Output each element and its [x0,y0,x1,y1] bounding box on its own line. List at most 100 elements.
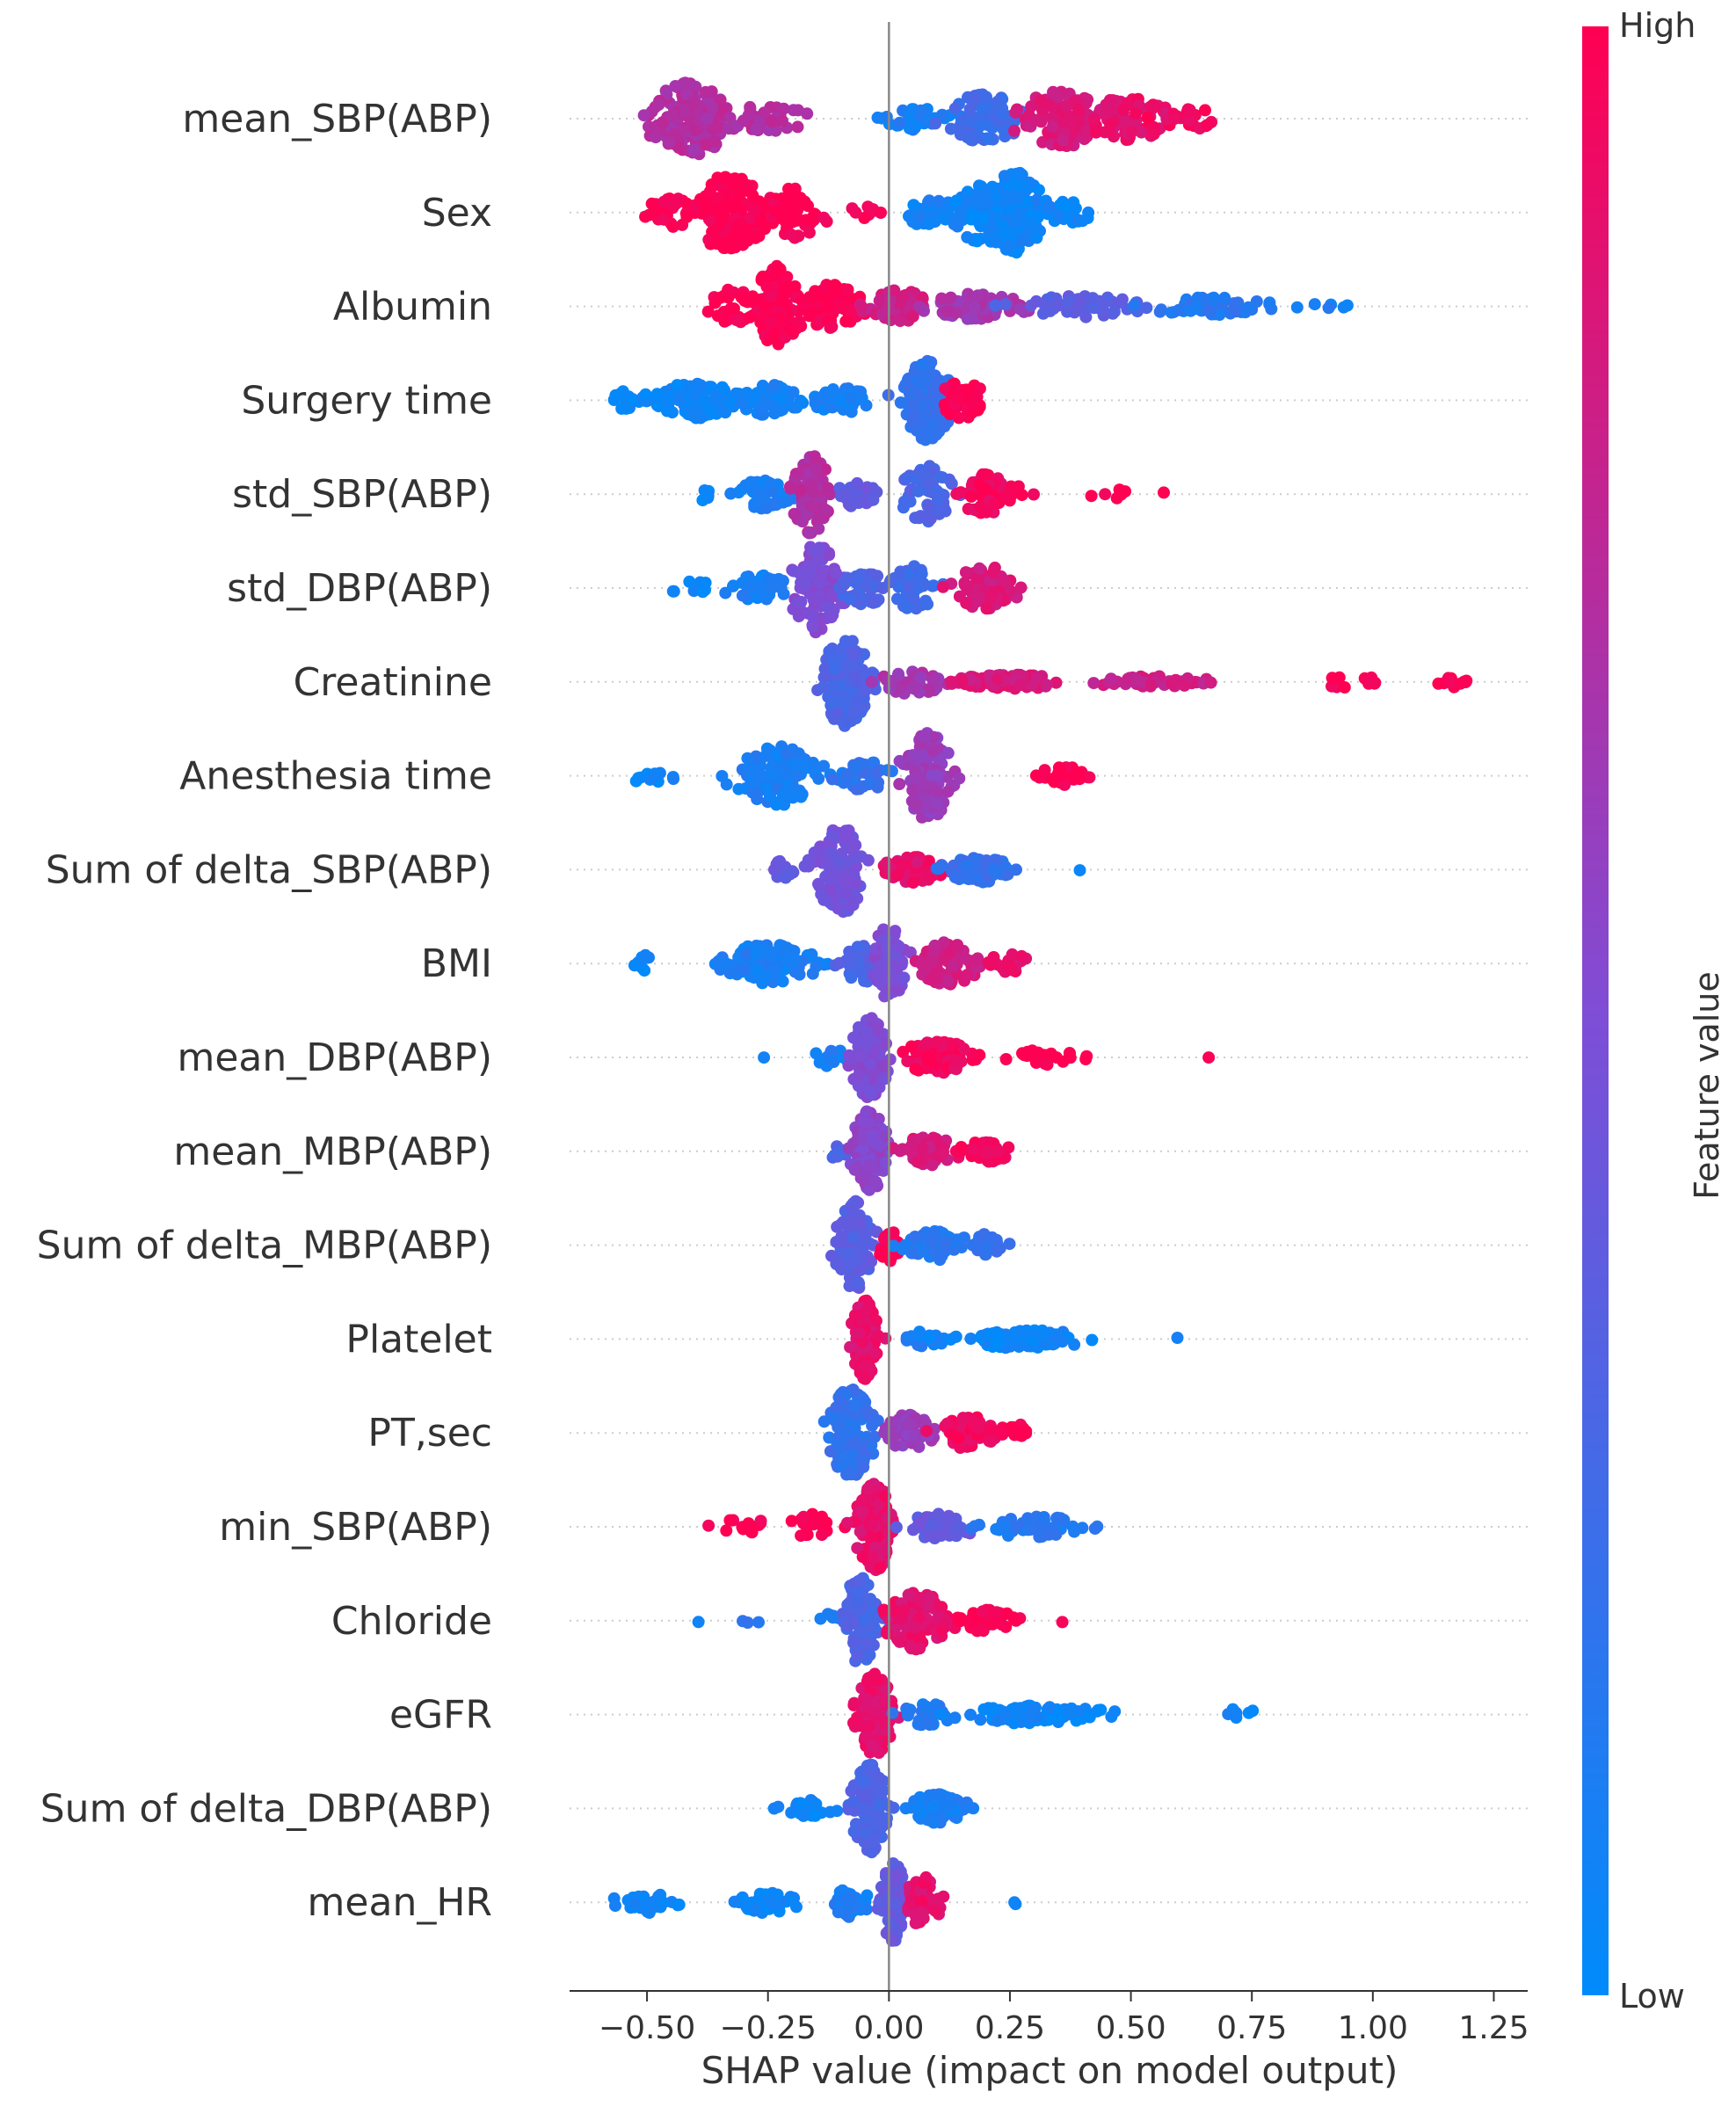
shap-point [795,791,807,803]
shap-point [923,194,935,207]
shap-point [1082,207,1094,219]
shap-point [941,786,954,798]
shap-point [949,871,962,883]
shap-point [907,876,919,889]
shap-point [905,1041,918,1053]
shap-point [882,764,894,776]
shap-point [1006,964,1018,977]
shap-point [1002,868,1014,881]
shap-point [918,374,930,386]
shap-point [891,869,904,882]
shap-point [941,305,953,317]
shap-point [908,683,920,695]
shap-point [821,600,833,613]
shap-point [934,471,947,483]
shap-point [962,584,974,596]
shap-point [1086,490,1098,502]
shap-point [719,406,731,418]
shap-point [708,135,721,148]
shap-point [945,1038,957,1050]
shap-point [765,399,777,411]
shap-point [651,388,664,400]
shap-point [894,315,906,327]
shap-point [860,1107,872,1119]
beeswarm-row-albumin [702,260,1354,351]
shap-point [751,963,763,976]
shap-point [866,676,878,688]
shap-point [683,576,695,588]
shap-point [847,704,860,716]
shap-point [950,488,962,500]
shap-point [741,752,753,765]
shap-point [748,205,760,217]
shap-point [894,117,906,129]
shap-point [969,955,981,968]
shap-point [919,730,931,743]
shap-point [914,1155,926,1167]
shap-point [1199,104,1211,116]
shap-point [932,786,944,798]
shap-point [773,766,785,778]
shap-point [980,602,992,614]
shap-point [776,403,788,416]
shap-point [751,949,763,962]
shap-point [793,610,805,622]
shap-point [1025,300,1037,312]
shap-point [1010,106,1022,119]
shap-point [661,405,673,418]
shap-point [1117,104,1129,116]
shap-point [711,192,723,204]
shap-point [1229,305,1241,317]
shap-point [649,767,661,780]
shap-point [948,218,961,230]
shap-point [1144,679,1157,691]
shap-point [1047,120,1059,133]
shap-point [817,212,830,224]
shap-point [916,359,928,371]
shap-point [800,578,812,591]
shap-point [853,1276,865,1289]
shap-point [1263,296,1275,309]
shap-point [849,1309,861,1321]
shap-point [909,1231,921,1243]
shap-point [827,681,839,694]
shap-point [766,582,778,594]
shap-point [672,394,685,406]
shap-point [781,941,793,954]
shap-point [1129,107,1142,120]
shap-point [876,1251,889,1263]
shap-point [916,1143,928,1155]
shap-point [973,563,985,575]
shap-point [969,301,981,314]
shap-point [687,144,700,156]
shap-point [955,1141,968,1153]
shap-point [991,1338,1003,1350]
shap-point [911,856,923,868]
shap-point [657,196,670,208]
shap-point [688,124,701,136]
shap-point [687,97,700,109]
shap-point [843,824,855,837]
shap-point [863,1159,875,1172]
shap-point [1173,304,1185,316]
shap-point [1020,1049,1032,1061]
shap-point [1035,94,1047,106]
shap-point [1015,235,1028,247]
shap-point [970,871,983,883]
shap-point [1088,113,1100,126]
shap-point [807,610,819,622]
shap-point [977,211,990,223]
shap-point [960,597,972,609]
shap-point [1169,674,1181,686]
shap-point [1455,678,1467,690]
shap-point [1073,295,1086,308]
shap-point [668,585,680,598]
points-layer [608,76,1473,1947]
shap-point [868,1176,881,1188]
shap-point [1168,113,1180,125]
shap-point [1363,675,1376,687]
shap-point [1057,134,1069,147]
shap-point [849,853,861,865]
shap-point [728,302,740,315]
